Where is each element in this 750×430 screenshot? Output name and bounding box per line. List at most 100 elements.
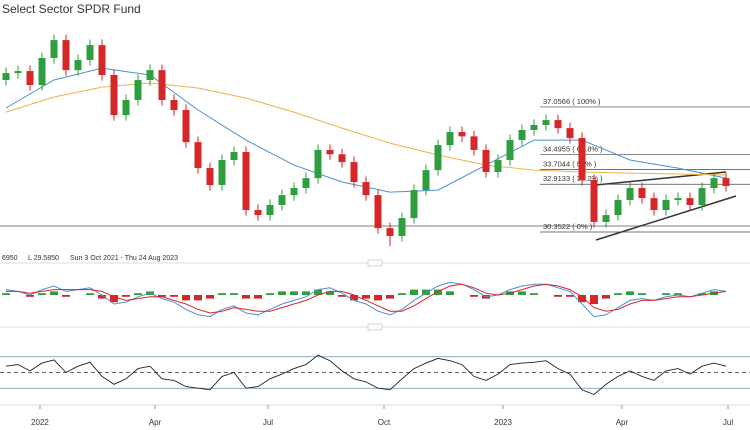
candle-body — [362, 182, 370, 196]
signal-line — [6, 283, 727, 314]
macd-histogram-bar — [278, 291, 286, 295]
fib-label: 34.4955 ( 61.8% ) — [543, 145, 603, 154]
candle-body — [542, 120, 550, 125]
macd-histogram-bar — [314, 289, 322, 295]
macd-histogram-bar — [26, 295, 34, 297]
candle-body — [302, 178, 310, 189]
macd-histogram-bar — [362, 295, 370, 299]
candle-body — [374, 195, 382, 229]
x-tick-label: Oct — [378, 418, 391, 427]
macd-histogram-bar — [638, 293, 646, 295]
macd-histogram-bar — [386, 295, 394, 299]
x-tick-label: Apr — [149, 418, 162, 427]
info-text: Sun 3 Oct 2021 - Thu 24 Aug 2023 — [70, 255, 178, 262]
candle-body — [506, 140, 514, 161]
candle-body — [314, 149, 322, 179]
macd-histogram-bar — [86, 293, 94, 295]
candle-body — [590, 179, 598, 222]
candle-body — [386, 228, 394, 236]
macd-histogram-bar — [230, 293, 238, 295]
macd-histogram-bar — [110, 295, 118, 303]
macd-histogram-bar — [590, 295, 598, 304]
candle-body — [422, 170, 430, 191]
macd-histogram-bar — [242, 295, 250, 299]
candle-body — [290, 188, 298, 196]
candle-body — [134, 80, 142, 100]
candle-body — [14, 71, 22, 74]
macd-histogram-bar — [662, 293, 670, 295]
macd-histogram-bar — [50, 291, 58, 295]
macd-histogram-bar — [98, 295, 106, 299]
x-tick-label: Jul — [263, 418, 273, 427]
candle-body — [578, 138, 586, 180]
x-tick-label: 2023 — [494, 418, 512, 427]
candle-body — [554, 120, 562, 129]
macd-histogram-bar — [578, 295, 586, 303]
fib-label: 32.9133 ( 38.2% ) — [543, 174, 603, 183]
macd-histogram-bar — [422, 289, 430, 295]
trend-line — [595, 195, 737, 241]
fib-label: 37.0566 ( 100% ) — [543, 97, 601, 106]
candle-body — [446, 132, 454, 146]
x-tick-label: Jul — [723, 418, 733, 427]
candle-body — [650, 198, 658, 211]
candle-body — [398, 218, 406, 236]
candle-body — [266, 204, 274, 216]
macd-histogram-bar — [218, 293, 226, 295]
candle-body — [254, 210, 262, 216]
candle-body — [74, 60, 82, 71]
candle-body — [326, 149, 334, 155]
macd-histogram-bar — [434, 289, 442, 295]
panel-handle — [367, 259, 383, 267]
candle-body — [338, 154, 346, 163]
macd-histogram-bar — [290, 291, 298, 295]
macd-histogram-bar — [158, 295, 166, 297]
candle-body — [434, 145, 442, 171]
macd-histogram-bar — [302, 291, 310, 295]
candle-body — [662, 199, 670, 211]
macd-histogram-bar — [62, 295, 70, 297]
candle-body — [98, 45, 106, 75]
candle-body — [602, 215, 610, 222]
macd-histogram-bar — [134, 293, 142, 295]
candle-body — [278, 195, 286, 205]
candle-body — [2, 73, 10, 81]
macd-histogram-bar — [338, 295, 346, 297]
fib-label: 33.7044 ( 50% ) — [543, 159, 597, 168]
candle-body — [410, 190, 418, 219]
candle-body — [626, 188, 634, 200]
macd-histogram-bar — [38, 293, 46, 295]
macd-histogram-bar — [626, 291, 634, 295]
candle-body — [638, 188, 646, 199]
candle-body — [674, 198, 682, 200]
candle-body — [530, 124, 538, 130]
macd-histogram-bar — [674, 293, 682, 295]
macd-histogram-bar — [206, 295, 214, 299]
macd-histogram-bar — [182, 295, 190, 301]
candle-body — [26, 71, 34, 86]
macd-histogram-bar — [254, 295, 262, 299]
candle-body — [242, 152, 250, 211]
candle-body — [482, 149, 490, 172]
candle-body — [194, 142, 202, 169]
macd-histogram-bar — [602, 295, 610, 299]
candle-body — [158, 70, 166, 100]
macd-histogram-bar — [518, 291, 526, 295]
macd-histogram-bar — [566, 295, 574, 297]
candle-body — [722, 178, 730, 186]
macd-histogram-bar — [170, 295, 178, 297]
macd-histogram-bar — [326, 291, 334, 295]
x-tick-label: 2022 — [31, 418, 49, 427]
macd-line — [5, 281, 727, 318]
rsi-line — [5, 354, 727, 396]
macd-histogram-bar — [410, 289, 418, 295]
macd-histogram-bar — [266, 293, 274, 295]
candle-body — [146, 70, 154, 81]
candle-body — [86, 45, 94, 61]
candle-body — [38, 57, 46, 86]
candle-body — [182, 110, 190, 143]
panel-handle — [367, 323, 383, 331]
candle-body — [614, 199, 622, 216]
candle-body — [62, 40, 70, 71]
